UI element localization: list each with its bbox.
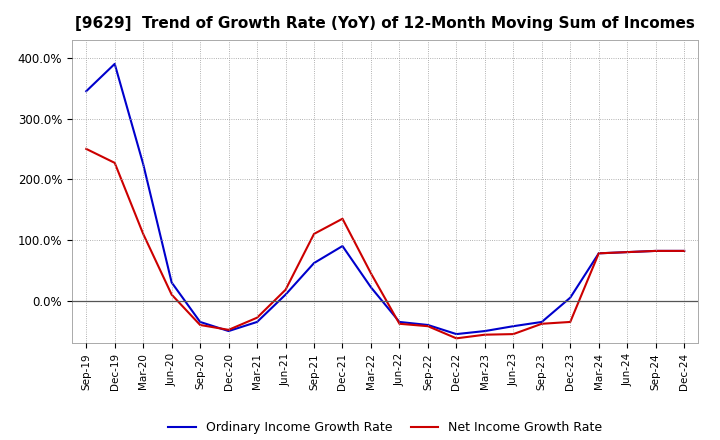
Net Income Growth Rate bbox=[566, 319, 575, 325]
Line: Ordinary Income Growth Rate: Ordinary Income Growth Rate bbox=[86, 64, 684, 334]
Ordinary Income Growth Rate bbox=[652, 248, 660, 253]
Ordinary Income Growth Rate bbox=[623, 249, 631, 255]
Ordinary Income Growth Rate bbox=[680, 248, 688, 253]
Net Income Growth Rate bbox=[537, 321, 546, 326]
Line: Net Income Growth Rate: Net Income Growth Rate bbox=[86, 149, 684, 338]
Ordinary Income Growth Rate bbox=[253, 319, 261, 325]
Net Income Growth Rate bbox=[282, 287, 290, 293]
Net Income Growth Rate bbox=[423, 323, 432, 329]
Net Income Growth Rate bbox=[139, 231, 148, 237]
Ordinary Income Growth Rate bbox=[452, 331, 461, 337]
Net Income Growth Rate bbox=[480, 332, 489, 337]
Net Income Growth Rate bbox=[110, 160, 119, 165]
Ordinary Income Growth Rate bbox=[509, 323, 518, 329]
Ordinary Income Growth Rate bbox=[310, 260, 318, 266]
Ordinary Income Growth Rate bbox=[566, 295, 575, 300]
Ordinary Income Growth Rate bbox=[480, 328, 489, 334]
Ordinary Income Growth Rate bbox=[139, 161, 148, 167]
Net Income Growth Rate bbox=[225, 327, 233, 333]
Net Income Growth Rate bbox=[338, 216, 347, 221]
Ordinary Income Growth Rate bbox=[338, 243, 347, 249]
Ordinary Income Growth Rate bbox=[423, 323, 432, 328]
Ordinary Income Growth Rate bbox=[395, 319, 404, 325]
Net Income Growth Rate bbox=[652, 248, 660, 253]
Ordinary Income Growth Rate bbox=[537, 319, 546, 325]
Ordinary Income Growth Rate bbox=[167, 280, 176, 285]
Legend: Ordinary Income Growth Rate, Net Income Growth Rate: Ordinary Income Growth Rate, Net Income … bbox=[163, 416, 608, 439]
Net Income Growth Rate bbox=[623, 249, 631, 255]
Net Income Growth Rate bbox=[452, 336, 461, 341]
Net Income Growth Rate bbox=[310, 231, 318, 237]
Ordinary Income Growth Rate bbox=[595, 251, 603, 256]
Ordinary Income Growth Rate bbox=[196, 319, 204, 325]
Net Income Growth Rate bbox=[395, 321, 404, 326]
Net Income Growth Rate bbox=[82, 146, 91, 151]
Net Income Growth Rate bbox=[167, 292, 176, 297]
Ordinary Income Growth Rate bbox=[110, 61, 119, 66]
Net Income Growth Rate bbox=[253, 315, 261, 320]
Ordinary Income Growth Rate bbox=[82, 88, 91, 94]
Ordinary Income Growth Rate bbox=[225, 328, 233, 334]
Net Income Growth Rate bbox=[680, 248, 688, 253]
Net Income Growth Rate bbox=[595, 251, 603, 256]
Ordinary Income Growth Rate bbox=[366, 285, 375, 290]
Net Income Growth Rate bbox=[509, 331, 518, 337]
Net Income Growth Rate bbox=[196, 323, 204, 328]
Ordinary Income Growth Rate bbox=[282, 292, 290, 297]
Title: [9629]  Trend of Growth Rate (YoY) of 12-Month Moving Sum of Incomes: [9629] Trend of Growth Rate (YoY) of 12-… bbox=[76, 16, 695, 32]
Net Income Growth Rate bbox=[366, 271, 375, 276]
